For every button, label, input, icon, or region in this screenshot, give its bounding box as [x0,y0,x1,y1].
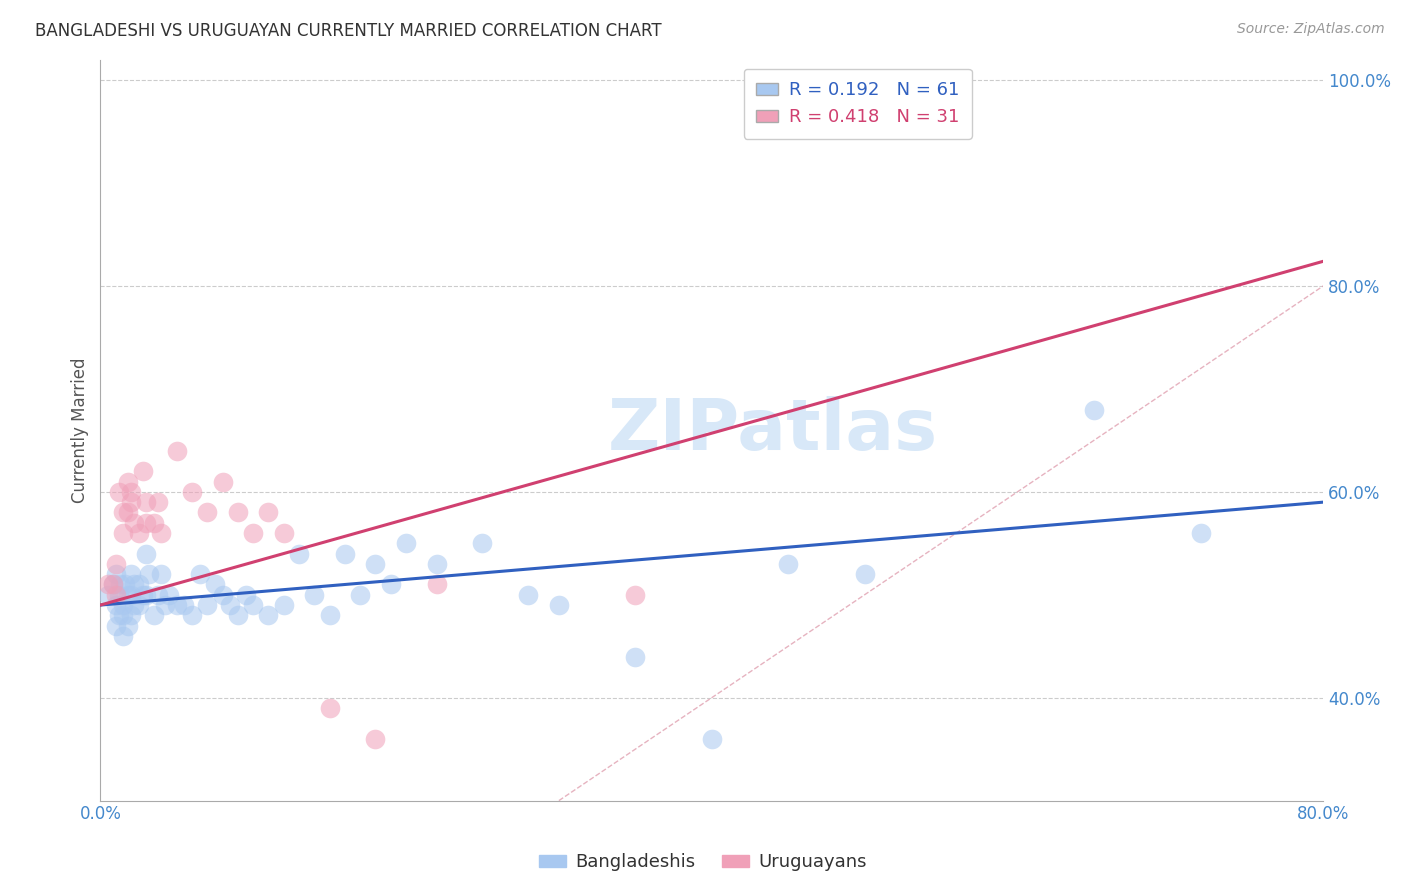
Point [112,526,135,541]
Point [173,598,195,612]
Point [226,505,249,519]
Point [242,526,264,541]
Point [104,557,127,571]
Point [128,577,150,591]
Point [101,577,124,591]
Point [1083,402,1105,417]
Point [120,608,142,623]
Point [364,731,387,746]
Point [104,598,127,612]
Y-axis label: Currently Married: Currently Married [72,358,89,503]
Point [166,598,188,612]
Point [211,588,233,602]
Point [395,536,418,550]
Text: ZIPatlas: ZIPatlas [607,396,938,465]
Point [112,505,135,519]
Point [288,547,311,561]
Point [181,484,204,499]
Point [195,505,218,519]
Point [333,547,356,561]
Point [120,567,142,582]
Point [107,608,129,623]
Legend: Bangladeshis, Uruguayans: Bangladeshis, Uruguayans [531,847,875,879]
Point [112,598,135,612]
Point [117,588,139,602]
Point [117,505,139,519]
Point [257,608,280,623]
Point [135,588,157,602]
Point [120,484,142,499]
Point [157,588,180,602]
Point [148,495,170,509]
Point [112,629,135,643]
Point [273,526,295,541]
Point [150,567,173,582]
Point [138,567,160,582]
Point [853,567,876,582]
Point [426,577,449,591]
Point [517,588,540,602]
Point [181,608,204,623]
Point [380,577,402,591]
Point [211,475,233,489]
Point [778,557,800,571]
Point [242,598,264,612]
Point [132,464,155,478]
Point [117,475,139,489]
Point [135,495,157,509]
Legend: R = 0.192   N = 61, R = 0.418   N = 31: R = 0.192 N = 61, R = 0.418 N = 31 [744,69,972,139]
Point [104,588,127,602]
Point [142,516,165,530]
Point [426,557,449,571]
Point [195,598,218,612]
Point [122,598,145,612]
Point [132,588,155,602]
Point [364,557,387,571]
Point [122,577,145,591]
Point [257,505,280,519]
Point [624,588,647,602]
Text: BANGLADESHI VS URUGUAYAN CURRENTLY MARRIED CORRELATION CHART: BANGLADESHI VS URUGUAYAN CURRENTLY MARRI… [35,22,662,40]
Point [101,577,124,591]
Point [135,547,157,561]
Point [153,598,176,612]
Point [97,588,120,602]
Point [1189,526,1212,541]
Point [97,577,120,591]
Point [148,588,170,602]
Point [135,516,157,530]
Point [107,588,129,602]
Point [219,598,242,612]
Point [142,608,165,623]
Point [128,526,150,541]
Point [318,701,340,715]
Point [122,516,145,530]
Point [318,608,340,623]
Point [349,588,371,602]
Point [166,443,188,458]
Point [128,598,150,612]
Point [120,495,142,509]
Point [110,577,132,591]
Point [117,618,139,632]
Point [188,567,211,582]
Point [104,567,127,582]
Point [114,577,136,591]
Point [304,588,326,602]
Point [112,608,135,623]
Point [107,484,129,499]
Point [548,598,571,612]
Text: Source: ZipAtlas.com: Source: ZipAtlas.com [1237,22,1385,37]
Point [273,598,295,612]
Point [104,618,127,632]
Point [150,526,173,541]
Point [204,577,226,591]
Point [624,649,647,664]
Point [226,608,249,623]
Point [120,588,142,602]
Point [471,536,494,550]
Point [700,731,723,746]
Point [235,588,257,602]
